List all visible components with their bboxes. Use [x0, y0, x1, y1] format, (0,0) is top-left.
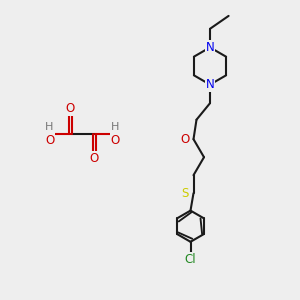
Text: O: O — [90, 152, 99, 165]
Text: N: N — [206, 41, 214, 54]
Text: H: H — [45, 122, 54, 132]
Text: O: O — [45, 134, 54, 147]
Text: O: O — [181, 133, 190, 146]
Text: S: S — [182, 187, 189, 200]
Text: Cl: Cl — [185, 253, 196, 266]
Text: O: O — [66, 102, 75, 116]
Text: N: N — [206, 78, 214, 91]
Text: O: O — [111, 134, 120, 147]
Text: H: H — [111, 122, 120, 132]
